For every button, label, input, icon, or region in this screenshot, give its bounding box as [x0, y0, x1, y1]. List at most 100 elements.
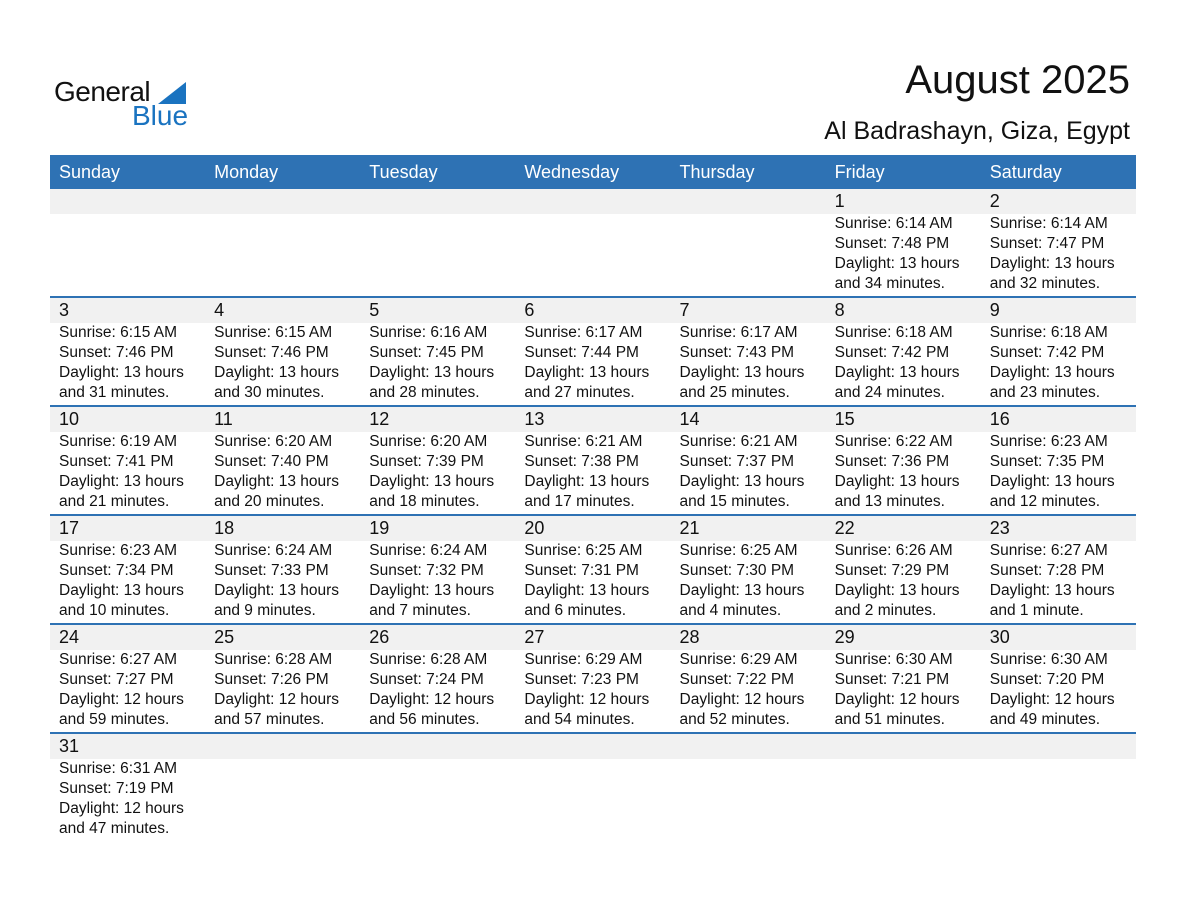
daylight-text: Daylight: 12 hours — [59, 691, 184, 708]
daylight-text: Daylight: 13 hours — [524, 582, 650, 599]
day-cell: 24 Sunrise: 6:27 AM Sunset: 7:27 PM Dayligh… — [50, 625, 205, 732]
daylight-text: Daylight: 13 hours — [524, 364, 650, 381]
daylight-minutes-text: and 9 minutes. — [214, 602, 316, 619]
sunset-text: Sunset: 7:24 PM — [369, 671, 484, 688]
daylight-minutes-text: and 32 minutes. — [989, 275, 1101, 292]
daylight-text: Daylight: 13 hours — [369, 582, 495, 599]
daylight-minutes-text: and 18 minutes. — [369, 493, 480, 510]
week-row: 31 Sunrise: 6:31 AM Sunset: 7:19 PM Dayligh… — [50, 734, 1136, 843]
sunset-text: Sunset: 7:22 PM — [679, 671, 795, 688]
sunset-text: Sunset: 7:32 PM — [369, 562, 484, 579]
daylight-text: Daylight: 13 hours — [214, 582, 340, 599]
day-cell: 29 Sunrise: 6:30 AM Sunset: 7:21 PM Dayligh… — [826, 625, 981, 732]
sunset-text: Sunset: 7:46 PM — [214, 344, 329, 361]
day-cell: 3 Sunrise: 6:15 AM Sunset: 7:46 PM Daylight… — [50, 298, 205, 405]
daylight-minutes-text: and 30 minutes. — [214, 384, 325, 401]
sunset-text: Sunset: 7:34 PM — [59, 562, 174, 579]
empty-cell — [981, 734, 1136, 843]
sunset-text: Sunset: 7:26 PM — [214, 671, 329, 688]
empty-cell — [515, 189, 670, 296]
sunrise-text: Sunrise: 6:25 AM — [679, 542, 798, 559]
week-row: 3 Sunrise: 6:15 AM Sunset: 7:46 PM Daylight… — [50, 298, 1136, 407]
sunrise-text: Sunrise: 6:30 AM — [989, 651, 1108, 668]
empty-cell — [50, 189, 205, 296]
day-number: 7 — [679, 300, 690, 320]
weekday-monday: Monday — [214, 162, 279, 182]
daylight-minutes-text: and 13 minutes. — [834, 493, 945, 510]
sunrise-text: Sunrise: 6:20 AM — [214, 433, 333, 450]
day-number: 4 — [214, 300, 225, 320]
day-cell: 11 Sunrise: 6:20 AM Sunset: 7:40 PM Dayligh… — [205, 407, 360, 514]
weekday-thursday: Thursday — [679, 162, 755, 182]
daylight-minutes-text: and 24 minutes. — [834, 384, 945, 401]
day-number: 28 — [679, 627, 700, 647]
sunrise-text: Sunrise: 6:25 AM — [524, 542, 643, 559]
day-number: 1 — [834, 191, 845, 211]
sunset-text: Sunset: 7:27 PM — [59, 671, 174, 688]
sunrise-text: Sunrise: 6:14 AM — [989, 215, 1108, 232]
sunrise-text: Sunrise: 6:23 AM — [989, 433, 1108, 450]
page-title: August 2025 — [905, 58, 1130, 102]
day-number-band — [50, 625, 1136, 650]
day-number: 3 — [59, 300, 70, 320]
day-number: 27 — [524, 627, 545, 647]
day-number: 18 — [214, 518, 235, 538]
sunrise-text: Sunrise: 6:28 AM — [369, 651, 488, 668]
sunset-text: Sunset: 7:33 PM — [214, 562, 329, 579]
sunset-text: Sunset: 7:31 PM — [524, 562, 639, 579]
weekday-saturday: Saturday — [989, 162, 1062, 182]
sunrise-text: Sunrise: 6:30 AM — [834, 651, 953, 668]
day-cell: 15 Sunrise: 6:22 AM Sunset: 7:36 PM Dayligh… — [826, 407, 981, 514]
daylight-minutes-text: and 52 minutes. — [679, 711, 790, 728]
sunset-text: Sunset: 7:30 PM — [679, 562, 795, 579]
day-number: 26 — [369, 627, 390, 647]
daylight-text: Daylight: 13 hours — [989, 582, 1115, 599]
logo-triangle-icon — [158, 82, 186, 104]
day-number: 23 — [989, 518, 1010, 538]
sunset-text: Sunset: 7:21 PM — [834, 671, 950, 688]
daylight-text: Daylight: 12 hours — [834, 691, 960, 708]
sunrise-text: Sunrise: 6:28 AM — [214, 651, 333, 668]
daylight-minutes-text: and 7 minutes. — [369, 602, 471, 619]
day-cell: 22 Sunrise: 6:26 AM Sunset: 7:29 PM Dayligh… — [826, 516, 981, 623]
sunrise-text: Sunrise: 6:21 AM — [524, 433, 643, 450]
daylight-text: Daylight: 12 hours — [59, 800, 184, 817]
day-number-band — [50, 734, 1136, 759]
sunset-text: Sunset: 7:42 PM — [989, 344, 1105, 361]
sunset-text: Sunset: 7:37 PM — [679, 453, 795, 470]
logo: General Blue — [54, 76, 194, 132]
sunrise-text: Sunrise: 6:29 AM — [524, 651, 643, 668]
empty-cell — [360, 734, 515, 843]
day-number: 14 — [679, 409, 700, 429]
sunset-text: Sunset: 7:36 PM — [834, 453, 950, 470]
day-cell: 6 Sunrise: 6:17 AM Sunset: 7:44 PM Daylight… — [515, 298, 670, 405]
day-cell: 21 Sunrise: 6:25 AM Sunset: 7:30 PM Dayligh… — [671, 516, 826, 623]
daylight-minutes-text: and 27 minutes. — [524, 384, 635, 401]
day-cell: 28 Sunrise: 6:29 AM Sunset: 7:22 PM Dayligh… — [671, 625, 826, 732]
day-cell: 27 Sunrise: 6:29 AM Sunset: 7:23 PM Dayligh… — [515, 625, 670, 732]
day-cell: 10 Sunrise: 6:19 AM Sunset: 7:41 PM Dayligh… — [50, 407, 205, 514]
daylight-minutes-text: and 23 minutes. — [989, 384, 1101, 401]
day-number: 11 — [214, 409, 233, 429]
weekday-tuesday: Tuesday — [369, 162, 438, 182]
daylight-minutes-text: and 15 minutes. — [679, 493, 790, 510]
daylight-text: Daylight: 13 hours — [59, 582, 184, 599]
sunrise-text: Sunrise: 6:16 AM — [369, 324, 488, 341]
day-number: 25 — [214, 627, 235, 647]
daylight-minutes-text: and 10 minutes. — [59, 602, 170, 619]
day-number: 10 — [59, 409, 80, 429]
sunset-text: Sunset: 7:41 PM — [59, 453, 174, 470]
calendar: Sunday Monday Tuesday Wednesday Thursday Frid… — [50, 155, 1136, 843]
daylight-minutes-text: and 31 minutes. — [59, 384, 170, 401]
daylight-text: Daylight: 13 hours — [834, 582, 960, 599]
weekday-wednesday: Wednesday — [524, 162, 620, 182]
sunset-text: Sunset: 7:20 PM — [989, 671, 1105, 688]
day-cell: 19 Sunrise: 6:24 AM Sunset: 7:32 PM Dayligh… — [360, 516, 515, 623]
sunset-text: Sunset: 7:48 PM — [834, 235, 950, 252]
day-number: 17 — [59, 518, 80, 538]
daylight-text: Daylight: 13 hours — [834, 255, 960, 272]
empty-cell — [205, 189, 360, 296]
daylight-text: Daylight: 13 hours — [524, 473, 650, 490]
daylight-text: Daylight: 13 hours — [679, 473, 805, 490]
empty-cell — [671, 189, 826, 296]
